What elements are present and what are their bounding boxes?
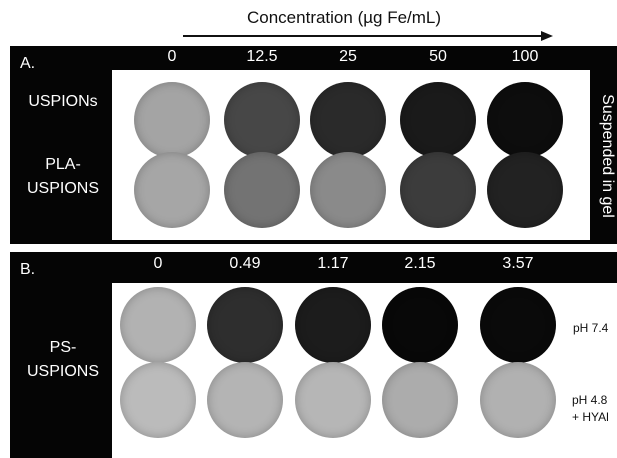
panel-b-well-r1-c4	[480, 362, 556, 438]
panel-b-tick-4: 3.57	[502, 255, 534, 272]
panel-a-tick-4: 100	[511, 48, 539, 65]
panel-a-well-r0-c2	[310, 82, 386, 158]
row-label-uspions: USPIONs	[28, 93, 98, 110]
condition-label-ph-7-4: pH 7.4	[573, 321, 609, 335]
panel-b-well-r1-c2	[295, 362, 371, 438]
panel-b-tick-1: 0.49	[229, 255, 261, 272]
panel-a-label: A.	[20, 55, 36, 72]
panel-a-tick-3: 50	[429, 48, 447, 65]
panel-a-well-r0-c4	[487, 82, 563, 158]
panel-b-well-r1-c0	[120, 362, 196, 438]
panel-b-well-r1-c1	[207, 362, 283, 438]
suspended-in-gel-strip: Suspended in gel	[596, 70, 617, 242]
panel-a-well-r0-c3	[400, 82, 476, 158]
panel-b-well-r0-c2	[295, 287, 371, 363]
panel-b-tick-3: 2.15	[404, 255, 436, 272]
suspended-in-gel-label: Suspended in gel	[599, 94, 616, 218]
panel-b-well-r0-c1	[207, 287, 283, 363]
condition-label-ph-4-8-hyal: pH 4.8 + HYAl	[572, 393, 609, 424]
panel-a-well-r0-c0	[134, 82, 210, 158]
panel-a-well-r1-c0	[134, 152, 210, 228]
panel-a-tick-1: 12.5	[246, 48, 278, 65]
row-label-pla-uspions: PLA- USPIONS	[26, 156, 99, 197]
panel-b-tick-2: 1.17	[317, 255, 349, 272]
panel-b-well-r1-c3	[382, 362, 458, 438]
panel-b-well-r0-c0	[120, 287, 196, 363]
panel-a-well-r1-c2	[310, 152, 386, 228]
panel-a-tick-0: 0	[167, 48, 177, 65]
panel-a-well-r1-c3	[400, 152, 476, 228]
row-label-ps-uspions: PS- USPIONS	[26, 339, 99, 380]
panel-a-well-r1-c1	[224, 152, 300, 228]
concentration-arrow	[183, 31, 553, 41]
panel-a-well-r0-c1	[224, 82, 300, 158]
panel-b-tick-0: 0	[153, 255, 163, 272]
panel-a-well-r1-c4	[487, 152, 563, 228]
panel-b-well-r0-c3	[382, 287, 458, 363]
panel-b-label: B.	[20, 261, 36, 278]
panel-a-tick-2: 25	[339, 48, 357, 65]
panel-b-well-r0-c4	[480, 287, 556, 363]
concentration-title: Concentration (µg Fe/mL)	[247, 8, 442, 27]
